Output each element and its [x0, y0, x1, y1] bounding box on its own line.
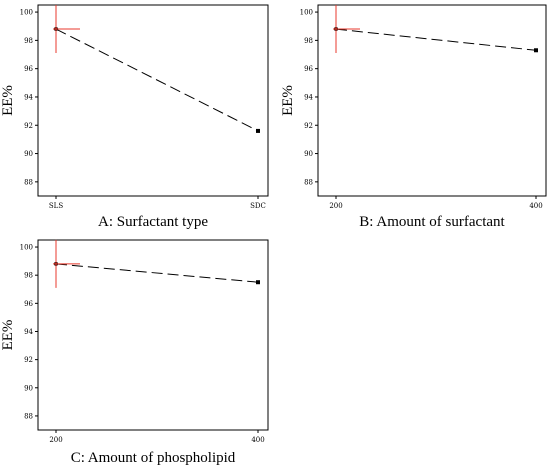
plot-frame	[37, 4, 269, 197]
y-tick-label: 94	[304, 93, 313, 101]
x-tick-label: 400	[251, 436, 264, 444]
y-axis-label: EE%	[0, 320, 16, 351]
y-tick-label: 96	[304, 65, 313, 73]
y-tick-label: 90	[304, 150, 313, 158]
y-tick-label: 100	[20, 9, 33, 17]
y-tick-label: 88	[24, 412, 33, 420]
y-tick-label: 94	[24, 93, 33, 101]
panel-a: 88 90 92 94 96 98 100 SLS SDC EE% A: Surfactant ty…	[0, 4, 269, 230]
panel-c: 88 90 92 94 96 98 100 200 400 EE% C: Amount of pho…	[0, 239, 269, 466]
y-tick-label: 88	[24, 178, 33, 186]
y-tick-label: 90	[24, 150, 33, 158]
series-line	[335, 28, 537, 51]
data-point	[534, 48, 538, 53]
series-line	[55, 263, 259, 283]
x-tick-label: SLS	[49, 202, 63, 210]
y-tick-label: 92	[304, 122, 313, 130]
data-point	[256, 280, 260, 285]
panel-b: 88 90 92 94 96 98 100 200 400 EE% B: Amount of sur…	[280, 4, 547, 230]
plot-frame	[37, 239, 269, 431]
y-tick-label: 98	[24, 272, 33, 280]
series-line	[55, 28, 259, 132]
x-axis-label: B: Amount of surfactant	[359, 214, 505, 230]
y-tick-label: 100	[20, 244, 33, 252]
y-tick-label: 92	[24, 122, 33, 130]
y-axis-label: EE%	[280, 85, 296, 116]
y-tick-label: 92	[24, 356, 33, 364]
x-tick-label: 200	[329, 202, 342, 210]
y-tick-label: 98	[304, 37, 313, 45]
y-tick-label: 90	[24, 384, 33, 392]
y-tick-label: 98	[24, 37, 33, 45]
plot-frame	[317, 4, 547, 197]
y-axis-label: EE%	[0, 85, 16, 116]
x-tick-label: SDC	[250, 202, 266, 210]
x-tick-label: 200	[49, 436, 62, 444]
data-point	[256, 128, 260, 133]
y-tick-label: 94	[24, 328, 33, 336]
y-tick-label: 96	[24, 65, 33, 73]
x-axis-label: A: Surfactant type	[98, 214, 208, 230]
x-tick-label: 400	[529, 202, 542, 210]
y-tick-label: 88	[304, 178, 313, 186]
y-tick-label: 96	[24, 300, 33, 308]
x-axis-label: C: Amount of phospholipid	[71, 450, 236, 466]
y-tick-label: 100	[300, 9, 313, 17]
